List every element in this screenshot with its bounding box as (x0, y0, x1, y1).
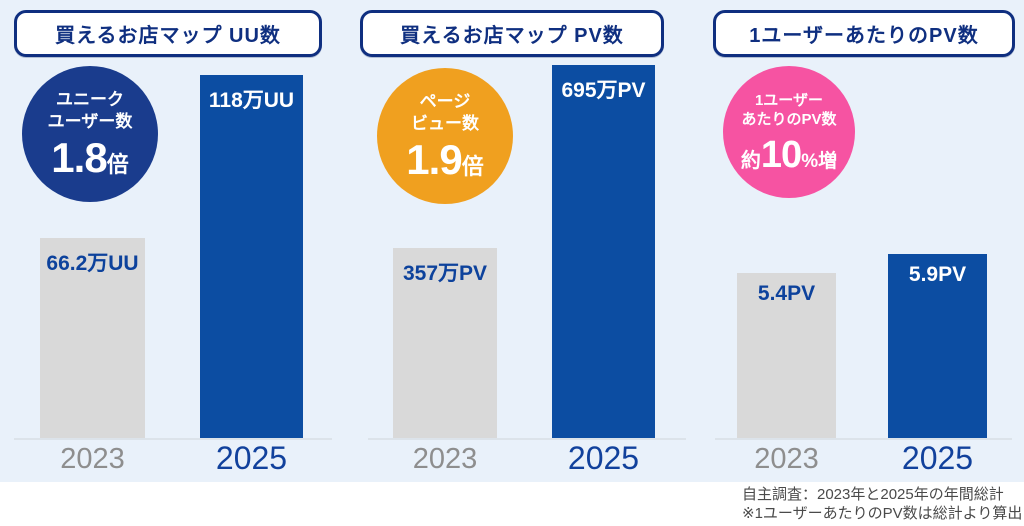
panel-title-pv: 買えるお店マップ PV数 (360, 10, 664, 57)
x-axis-line (14, 438, 332, 440)
badge-value-number: 1.8 (51, 134, 107, 182)
bar-value-label: 5.9PV (908, 263, 967, 286)
bar-value-label: 118万UU (208, 89, 295, 112)
footnote-line-1: 自主調査：2023年と2025年の年間総計 (742, 486, 1004, 503)
highlight-badge-uu: ユニーク ユーザー数 1.8倍 (22, 66, 158, 202)
light-blue-background (0, 0, 1024, 482)
bar-value-label: 357万PV (402, 262, 488, 285)
highlight-badge-pv: ページ ビュー数 1.9倍 (377, 68, 513, 204)
bar-2025-pv-per-user: 5.9PV (888, 254, 987, 438)
badge-value: 約10%増 (741, 136, 837, 174)
badge-value-suffix: %増 (801, 150, 838, 172)
badge-line-2: ビュー数 (411, 114, 479, 133)
bar-value-label: 66.2万UU (46, 252, 139, 275)
footnote: 自主調査：2023年と2025年の年間総計 ※1ユーザーあたりのPV数は総計より… (742, 485, 1022, 523)
bar-value-label: 5.4PV (757, 282, 816, 305)
x-tick-label-2025: 2025 (215, 440, 288, 476)
x-tick-label-2025: 2025 (901, 440, 974, 476)
badge-value-suffix: 倍 (106, 152, 129, 178)
bar-value-label: 695万PV (561, 79, 646, 102)
bar-2023-pv: 357万PV (393, 248, 497, 438)
bar-2025-uu: 118万UU (200, 75, 303, 438)
bar-2023-pv-per-user: 5.4PV (737, 273, 836, 438)
x-axis-line (715, 438, 1012, 440)
badge-line-1: 1ユーザー (754, 91, 824, 109)
panel-title-uu: 買えるお店マップ UU数 (14, 10, 322, 57)
highlight-badge-pv-per-user: 1ユーザー あたりのPV数 約10%増 (723, 66, 855, 198)
badge-line-1: ユニーク (56, 89, 124, 109)
panel-title-pv-per-user: 1ユーザーあたりのPV数 (713, 10, 1015, 57)
badge-line-2: あたりのPV数 (741, 111, 837, 128)
panel-title-text: 買えるお店マップ PV数 (400, 25, 624, 47)
badge-value: 1.9倍 (406, 139, 483, 181)
badge-value-number: 10 (760, 133, 802, 176)
panel-title-text: 1ユーザーあたりのPV数 (749, 25, 979, 47)
badge-value: 1.8倍 (51, 137, 128, 179)
footnote-line-2: ※1ユーザーあたりのPV数は総計より算出 (742, 505, 1023, 522)
badge-line-1: ページ (419, 91, 471, 111)
badge-line-2: ユーザー数 (47, 112, 133, 131)
x-tick-label-2025: 2025 (567, 440, 640, 476)
bar-2025-pv: 695万PV (552, 65, 655, 438)
badge-value-suffix: 倍 (461, 154, 484, 180)
panel-title-text: 買えるお店マップ UU数 (55, 25, 281, 47)
x-tick-label-2023: 2023 (60, 443, 125, 475)
badge-value-prefix: 約 (740, 149, 761, 172)
x-tick-label-2023: 2023 (412, 443, 478, 475)
bar-2023-uu: 66.2万UU (40, 238, 145, 438)
x-tick-label-2023: 2023 (754, 443, 819, 475)
x-axis-line (368, 438, 686, 440)
badge-value-number: 1.9 (406, 136, 462, 184)
